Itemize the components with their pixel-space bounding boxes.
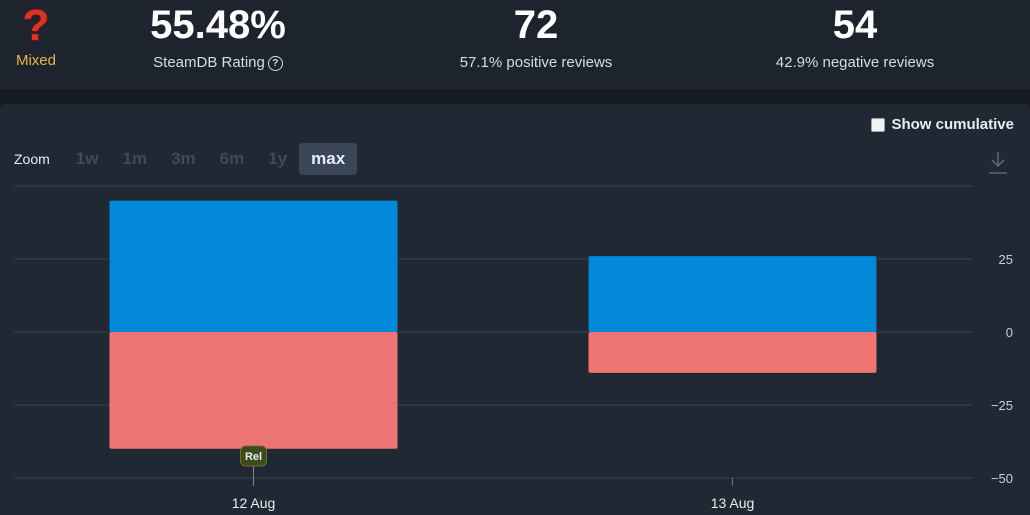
y-tick-label: 0 xyxy=(1006,325,1013,340)
negative-bar xyxy=(109,332,398,449)
show-cumulative-checkbox[interactable] xyxy=(871,117,886,132)
x-tick-label: 12 Aug xyxy=(232,495,276,511)
y-tick-label: −25 xyxy=(991,398,1013,413)
negative-reviews-stat: 54 42.9% negative reviews xyxy=(755,2,955,71)
zoom-3m-button[interactable]: 3m xyxy=(171,149,196,168)
rating-badge: ? Mixed xyxy=(14,1,58,70)
x-tick-label: 13 Aug xyxy=(711,495,755,511)
rating-score-caption: SteamDB Rating? xyxy=(138,54,298,71)
positive-reviews-stat: 72 57.1% positive reviews xyxy=(436,2,636,71)
question-mark-icon: ? xyxy=(22,1,50,50)
zoom-1y-button[interactable]: 1y xyxy=(268,149,288,168)
y-tick-label: −50 xyxy=(991,471,1013,486)
positive-bar xyxy=(109,200,398,332)
zoom-selector: Zoom 1w 1m 3m 6m 1y max xyxy=(14,143,358,175)
release-badge xyxy=(240,445,267,467)
review-summary-bar: ? Mixed 55.48% SteamDB Rating? 72 57.1% … xyxy=(0,0,1030,89)
rating-score-label: SteamDB Rating xyxy=(153,54,265,71)
zoom-label: Zoom xyxy=(14,151,50,167)
zoom-6m-button[interactable]: 6m xyxy=(219,149,245,168)
steamdb-rating-stat: 55.48% SteamDB Rating? xyxy=(138,2,298,71)
help-icon[interactable]: ? xyxy=(267,56,283,71)
positive-label: 57.1% positive reviews xyxy=(459,54,613,71)
positive-bar xyxy=(588,256,877,332)
zoom-max-button[interactable]: max xyxy=(299,143,358,175)
show-cumulative-toggle[interactable]: Show cumulative xyxy=(871,116,1014,133)
rating-score: 55.48% xyxy=(150,3,286,47)
rating-label: Mixed xyxy=(15,52,56,69)
negative-bar xyxy=(588,332,877,373)
zoom-1w-button[interactable]: 1w xyxy=(75,149,99,168)
download-icon[interactable] xyxy=(988,150,1008,176)
release-badge-label: Rel xyxy=(245,451,262,463)
show-cumulative-label: Show cumulative xyxy=(891,116,1014,133)
negative-count: 54 xyxy=(832,3,878,47)
negative-label: 42.9% negative reviews xyxy=(775,54,935,71)
zoom-1m-button[interactable]: 1m xyxy=(122,149,148,168)
positive-count: 72 xyxy=(513,3,559,47)
y-tick-label: 25 xyxy=(999,252,1013,267)
